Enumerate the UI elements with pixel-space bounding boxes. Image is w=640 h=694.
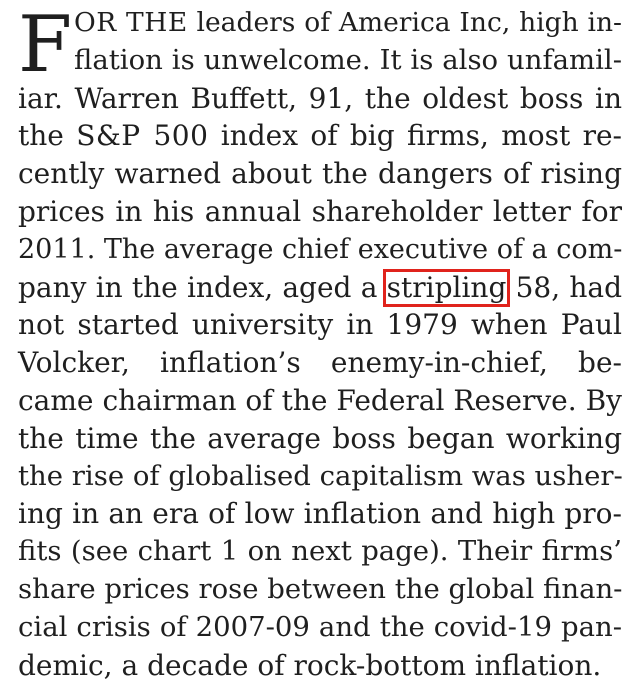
article-line-7: 2011. The average chief executive of a c… bbox=[18, 233, 623, 265]
article-body: F OR THE leaders of America Inc, high in… bbox=[18, 0, 623, 684]
article-line-8: pany in the index, aged a stripling 58, … bbox=[18, 268, 622, 307]
line-text: pany in the index, aged a bbox=[18, 270, 387, 304]
article-line-13: the rise of globalised capitalism was us… bbox=[18, 459, 623, 492]
lead-in-smallcaps: OR THE bbox=[74, 7, 188, 38]
article-line-15: fits (see chart 1 on next page). Their f… bbox=[18, 535, 622, 568]
line-text: the bbox=[18, 119, 77, 153]
line-text: 58, had bbox=[506, 270, 622, 304]
line-text: index of big firms, most re- bbox=[208, 119, 622, 153]
article-line-10: Volcker, inflation’s enemy-in-chief, be- bbox=[18, 346, 622, 380]
index-name-smallcaps: S&P 500 bbox=[76, 119, 209, 153]
highlighted-word-box: stripling bbox=[382, 268, 511, 307]
article-line-2: flation is unwelcome. It is also unfamil… bbox=[74, 43, 622, 76]
article-line-11: came chairman of the Federal Reserve. By bbox=[18, 383, 622, 417]
article-line-17: cial crisis of 2007-09 and the covid-19 … bbox=[18, 610, 622, 643]
article-line-6: prices in his annual shareholder letter … bbox=[18, 194, 622, 228]
article-line-16: share prices rose between the global fin… bbox=[18, 572, 623, 605]
drop-cap: F bbox=[18, 0, 73, 90]
article-line-18: demic, a decade of rock-bottom inflation… bbox=[18, 648, 602, 682]
article-line-4: the S&P 500 index of big firms, most re- bbox=[18, 117, 622, 155]
article-line-9: not started university in 1979 when Paul bbox=[18, 308, 622, 342]
article-line-14: ing in an era of low inflation and high … bbox=[18, 497, 622, 531]
article-line-1: OR THE leaders of America Inc, high in- bbox=[74, 4, 622, 42]
line-text: leaders of America Inc, high in- bbox=[187, 7, 623, 38]
article-line-12: the time the average boss began working bbox=[18, 421, 622, 455]
article-line-3: iar. Warren Buffett, 91, the oldest boss… bbox=[18, 81, 622, 115]
article-line-5: cently warned about the dangers of risin… bbox=[18, 157, 622, 191]
